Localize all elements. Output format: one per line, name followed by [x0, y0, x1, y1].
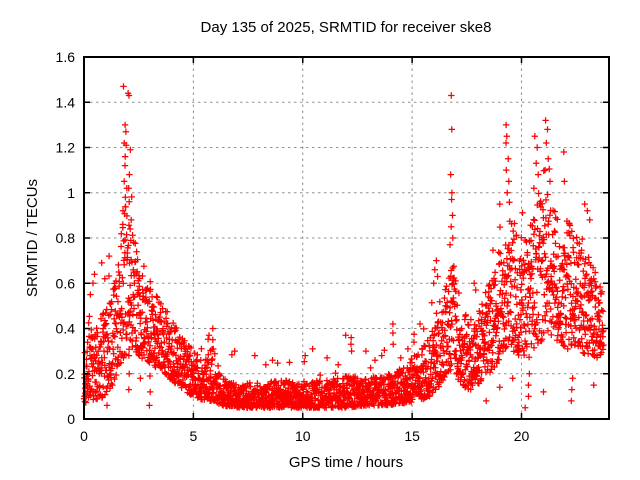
y-tick-label: 1.4 — [56, 94, 76, 110]
x-tick-label: 5 — [189, 428, 197, 444]
x-tick-label: 15 — [404, 428, 420, 444]
x-tick-label: 10 — [295, 428, 311, 444]
y-tick-label: 0.8 — [56, 230, 76, 246]
y-tick-label: 0.4 — [56, 321, 76, 337]
y-tick-label: 0.6 — [56, 275, 76, 291]
x-tick-labels: 0 5 10 15 20 — [80, 428, 529, 444]
y-tick-label: 1.6 — [56, 49, 76, 65]
x-tick-label: 20 — [514, 428, 530, 444]
x-axis-label: GPS time / hours — [289, 454, 403, 471]
y-tick-labels: 0 0.2 0.4 0.6 0.8 1 1.2 1.4 1.6 — [56, 49, 76, 427]
axis-ticks — [83, 56, 609, 420]
x-tick-label: 0 — [80, 428, 88, 444]
data-points — [80, 83, 607, 411]
y-tick-label: 1 — [67, 185, 75, 201]
y-tick-label: 0.2 — [56, 366, 76, 382]
y-tick-label: 0 — [67, 411, 75, 427]
chart-title: Day 135 of 2025, SRMTID for receiver ske… — [201, 19, 492, 36]
y-axis-label: SRMTID / TECUs — [24, 179, 41, 297]
y-tick-label: 1.2 — [56, 140, 76, 156]
